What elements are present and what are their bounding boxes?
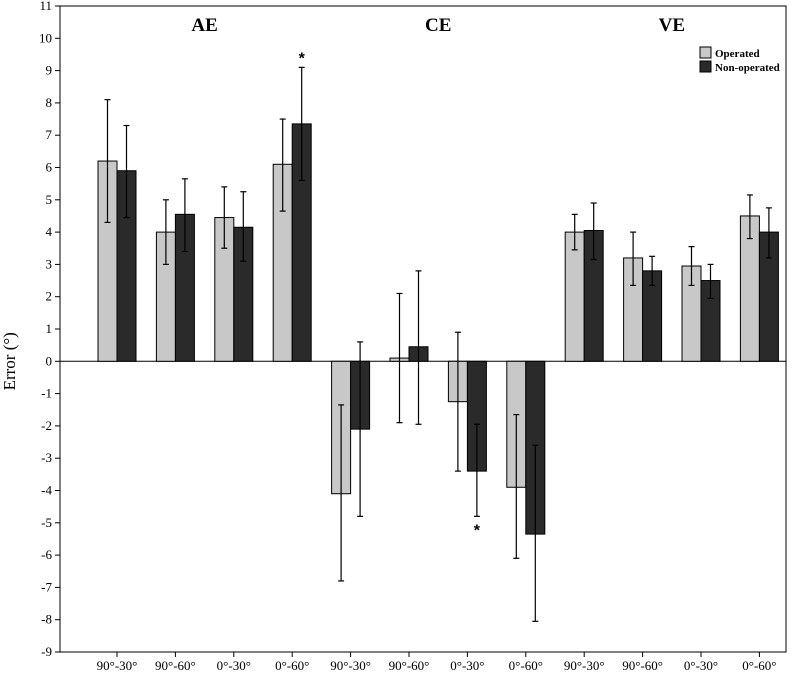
y-tick-label: 4 xyxy=(46,224,53,239)
y-tick-label: -7 xyxy=(41,579,52,594)
y-tick-label: -5 xyxy=(41,515,52,530)
y-axis-label: Error (°) xyxy=(0,332,19,390)
y-tick-label: 10 xyxy=(39,30,52,45)
error-bars xyxy=(104,66,772,622)
x-tick-label: 0°-30° xyxy=(217,658,251,673)
labels: -9 -8 -7 -6 -5 -4 -3 -2 -1 0 1 2 3 4 5 6 7 8 9 10 11 Error (°… xyxy=(0,0,777,673)
legend: Operated Non-operated xyxy=(699,46,780,74)
x-tick-label: 90°-30° xyxy=(564,658,605,673)
y-tick-label: -4 xyxy=(41,483,52,498)
group-label: VE xyxy=(659,15,685,36)
y-tick-label: -2 xyxy=(41,418,52,433)
y-tick-label: 3 xyxy=(46,256,53,271)
legend-swatch xyxy=(699,46,712,59)
y-tick-label: 11 xyxy=(39,0,52,13)
x-tick-label: 0°-30° xyxy=(450,658,484,673)
group-label: AE xyxy=(191,15,217,36)
y-tick-label: 0 xyxy=(46,353,53,368)
group-label: CE xyxy=(425,15,451,36)
y-tick-label: 5 xyxy=(46,192,53,207)
y-tick-label: -1 xyxy=(41,386,52,401)
significance-marker: * xyxy=(474,522,481,539)
y-tick-label: 6 xyxy=(46,160,53,175)
significance-marker: * xyxy=(299,51,306,68)
x-tick-label: 90°-30° xyxy=(97,658,138,673)
x-tick-label: 0°-60° xyxy=(275,658,309,673)
x-tick-label: 0°-60° xyxy=(742,658,776,673)
bar-operated xyxy=(564,231,585,362)
x-tick-label: 90°-30° xyxy=(330,658,371,673)
y-tick-label: -3 xyxy=(41,450,52,465)
y-tick-label: 1 xyxy=(46,321,53,336)
x-tick-label: 90°-60° xyxy=(389,658,430,673)
y-tick-label: 8 xyxy=(46,95,53,110)
y-tick-label: 9 xyxy=(46,63,53,78)
x-tick-label: 0°-60° xyxy=(509,658,543,673)
x-tick-label: 90°-60° xyxy=(622,658,663,673)
y-tick-label: -9 xyxy=(41,644,52,659)
x-tick-label: 90°-60° xyxy=(155,658,196,673)
legend-label: Non-operated xyxy=(715,62,780,74)
y-tick-label: 7 xyxy=(46,127,53,142)
legend-swatch xyxy=(699,60,712,73)
y-tick-label: 2 xyxy=(46,289,53,304)
legend-label: Operated xyxy=(715,48,760,60)
y-tick-label: -8 xyxy=(41,612,52,627)
y-tick-label: -6 xyxy=(41,547,52,562)
bars xyxy=(97,123,779,535)
x-tick-label: 0°-30° xyxy=(684,658,718,673)
